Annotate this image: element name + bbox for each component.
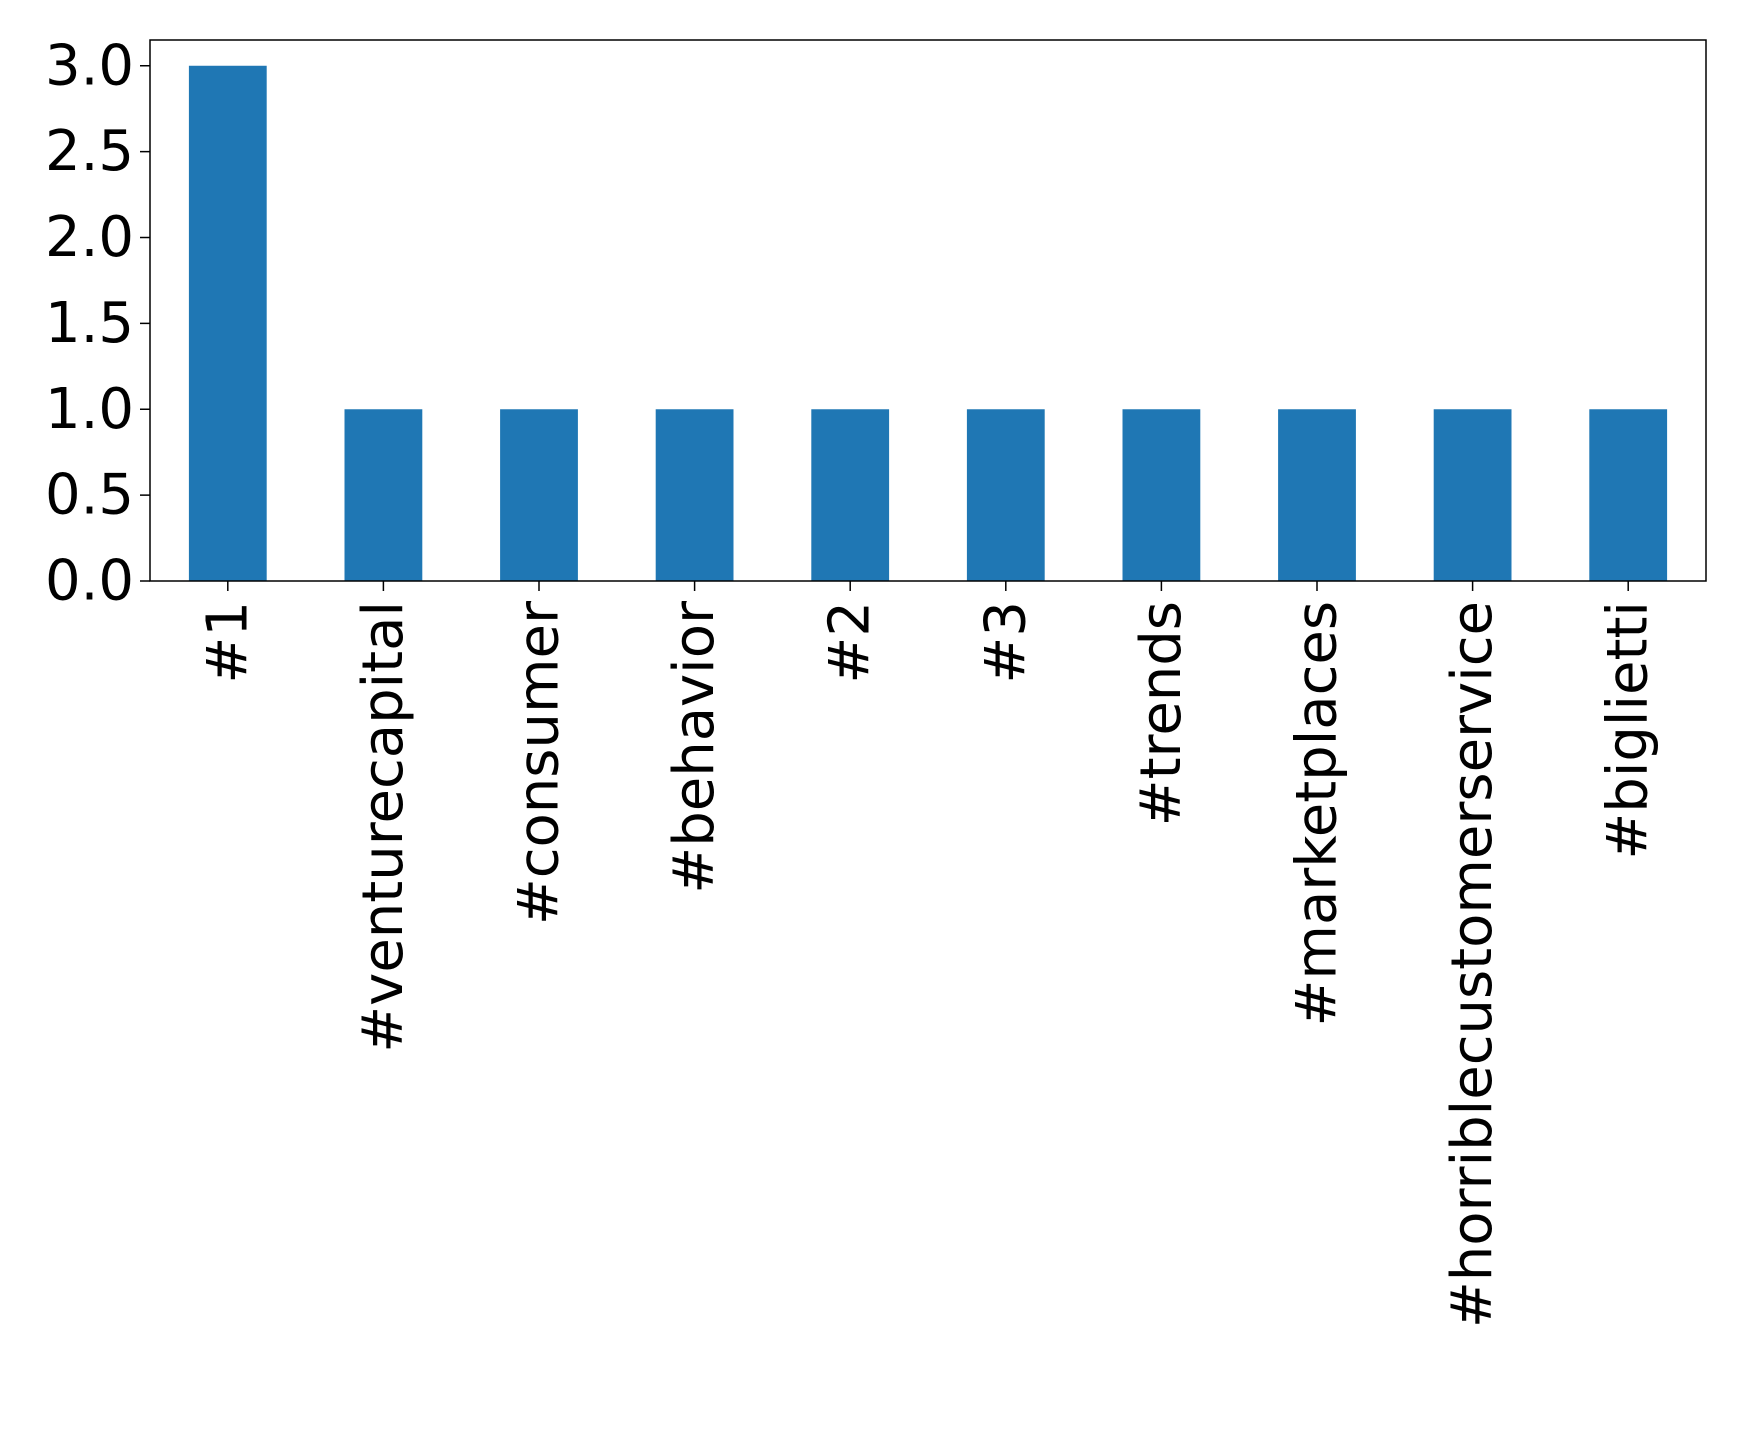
x-tick-label: #biglietti [1596, 601, 1661, 860]
y-tick-label: 2.0 [45, 205, 134, 270]
bar [1278, 409, 1356, 581]
y-tick-label: 1.0 [45, 377, 134, 442]
bar [1122, 409, 1201, 581]
bar [811, 409, 890, 581]
x-tick-label: #behavior [662, 600, 727, 894]
x-tick-label: #marketplaces [1285, 601, 1350, 1027]
bar [188, 65, 267, 581]
y-tick-label: 3.0 [45, 33, 134, 98]
x-axis: #1 #venturecapital #consumer #behavior #2 #3 #… [195, 581, 1661, 1328]
y-tick-label: 1.5 [45, 291, 134, 356]
bar [1433, 409, 1512, 581]
plot-frame [149, 39, 1707, 582]
bar [1589, 409, 1668, 581]
y-tick-label: 0.5 [45, 463, 134, 528]
y-tick-label: 0.0 [45, 549, 134, 614]
bars-group [188, 65, 1668, 581]
x-tick-label: #horriblecustomerservice [1440, 601, 1505, 1328]
x-tick-label: #trends [1129, 601, 1194, 826]
x-tick-label: #venturecapital [351, 601, 416, 1053]
x-tick-label: #consumer [507, 600, 572, 925]
bar [500, 409, 578, 581]
bar [966, 409, 1045, 581]
y-tick-label: 2.5 [45, 119, 134, 184]
bar [655, 409, 734, 581]
x-tick-label: #3 [973, 601, 1038, 684]
bar [344, 409, 423, 581]
x-tick-label: #2 [818, 601, 883, 684]
y-axis: 0.0 0.5 1.0 1.5 2.0 2.5 3.0 [45, 33, 150, 614]
x-tick-label: #1 [195, 601, 260, 684]
